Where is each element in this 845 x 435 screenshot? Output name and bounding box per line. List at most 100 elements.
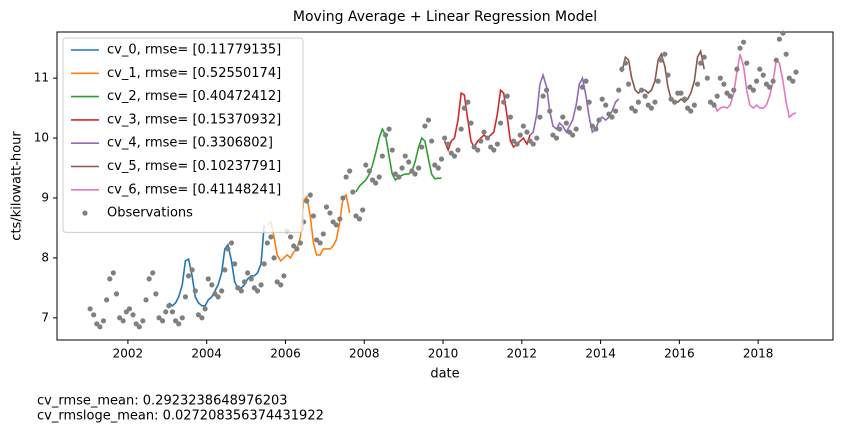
observation-point	[481, 129, 487, 135]
observation-point	[707, 99, 714, 105]
x-tick-label: 2014	[585, 347, 616, 361]
y-tick-label: 9	[41, 190, 49, 204]
observation-point	[665, 72, 671, 78]
observation-point	[278, 282, 284, 288]
observation-point	[790, 78, 796, 84]
observation-point	[579, 84, 586, 90]
legend-label: cv_4, rmse= [0.3306802]	[107, 136, 273, 151]
x-tick-label: 2008	[349, 347, 380, 361]
footnote: cv_rmsloge_mean: 0.027208356374431922	[37, 409, 324, 424]
observation-point	[274, 279, 280, 285]
observation-point	[268, 234, 274, 240]
observation-point	[517, 132, 523, 138]
observation-point	[337, 216, 343, 222]
x-tick-label: 2002	[113, 347, 144, 361]
observation-point	[793, 69, 799, 75]
observation-point	[583, 78, 589, 84]
observation-point	[104, 297, 110, 303]
observation-point	[412, 171, 418, 177]
observation-point	[619, 66, 625, 72]
legend-label: cv_1, rmse= [0.52550174]	[107, 66, 281, 81]
observation-point	[264, 240, 270, 246]
y-tick-label: 8	[41, 250, 49, 264]
observation-point	[766, 84, 773, 90]
observation-point	[544, 87, 550, 93]
observation-point	[537, 114, 543, 120]
observation-point	[97, 324, 103, 330]
observation-point	[524, 129, 530, 135]
observation-point	[655, 78, 661, 84]
observation-point	[576, 105, 582, 111]
observation-point	[731, 87, 737, 93]
observation-point	[389, 147, 395, 153]
y-tick-label: 10	[34, 131, 49, 145]
observation-point	[471, 144, 477, 150]
observation-point	[166, 303, 172, 309]
observation-point	[376, 174, 382, 180]
observation-point	[258, 282, 264, 288]
observation-point	[419, 144, 425, 150]
chart-title: Moving Average + Linear Regression Model	[293, 9, 597, 25]
observation-point	[776, 36, 783, 42]
observation-point	[222, 267, 228, 273]
observation-point	[235, 285, 241, 291]
observation-point	[406, 159, 412, 165]
observation-point	[770, 78, 776, 84]
observation-point	[294, 246, 300, 252]
observation-point	[612, 108, 619, 114]
observation-point	[202, 306, 208, 312]
observation-point	[287, 234, 294, 240]
observation-point	[550, 132, 556, 138]
observation-point	[307, 192, 313, 198]
observation-point	[662, 51, 668, 57]
observation-point	[156, 315, 162, 321]
observation-point	[392, 171, 398, 177]
observation-point	[570, 132, 576, 138]
observation-point	[737, 45, 743, 51]
observation-point	[520, 123, 526, 129]
observation-point	[734, 66, 740, 72]
observation-point	[494, 141, 500, 147]
observation-point	[563, 120, 569, 126]
observation-point	[557, 126, 563, 132]
observation-point	[711, 102, 717, 108]
observation-point	[117, 315, 123, 321]
observation-point	[593, 126, 599, 132]
observation-point	[701, 54, 707, 60]
y-tick-label: 7	[41, 310, 49, 324]
observation-point	[698, 60, 704, 66]
observation-point	[297, 240, 304, 246]
footnote: cv_rmse_mean: 0.2923238648976203	[37, 394, 288, 409]
legend-label: cv_6, rmse= [0.41148241]	[107, 182, 281, 197]
observation-point	[366, 168, 372, 174]
observation-point	[599, 96, 605, 102]
observation-point	[238, 288, 244, 294]
observation-point	[638, 87, 645, 93]
observation-point	[491, 147, 497, 153]
observation-point	[534, 135, 540, 141]
observation-point	[609, 114, 615, 120]
observation-point	[225, 246, 231, 252]
observation-point	[435, 165, 441, 171]
observation-point	[396, 174, 402, 180]
observation-point	[209, 282, 215, 288]
observation-point	[241, 279, 248, 285]
observation-point	[179, 315, 185, 321]
observation-point	[281, 273, 287, 279]
x-tick-label: 2018	[743, 347, 774, 361]
observation-point	[461, 105, 467, 111]
legend-label: Observations	[107, 206, 193, 221]
observation-point	[379, 153, 385, 159]
observation-point	[773, 57, 779, 63]
observation-point	[783, 51, 789, 57]
observation-point	[120, 318, 126, 324]
observation-point	[185, 273, 192, 279]
observation-point	[438, 156, 445, 162]
observation-point	[340, 195, 346, 201]
observation-point	[429, 138, 435, 144]
observation-point	[547, 108, 553, 114]
observation-point	[126, 306, 133, 312]
observation-point	[625, 81, 632, 87]
